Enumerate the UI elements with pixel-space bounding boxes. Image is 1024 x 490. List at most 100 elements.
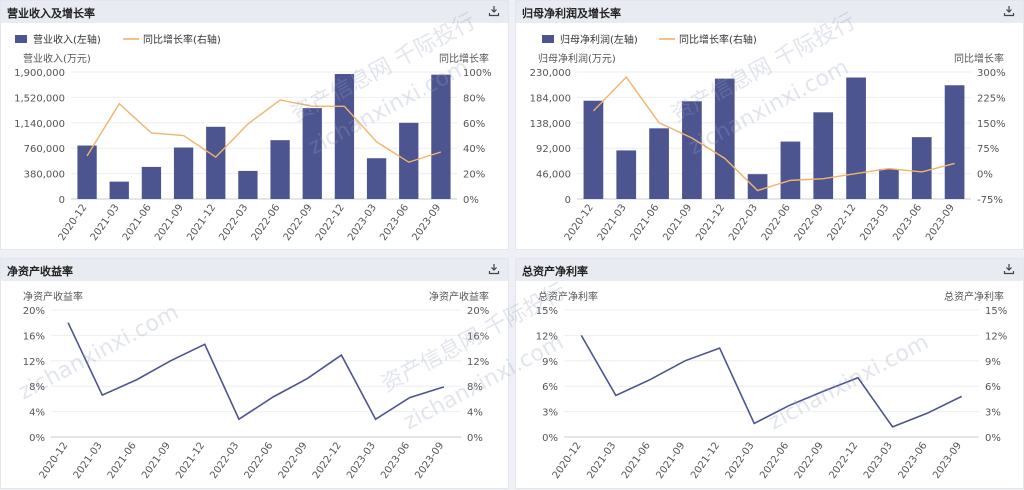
x-tick-label: 2021-03 — [585, 440, 618, 481]
y-tick-label-left: 184,000 — [530, 93, 571, 104]
revenue-chart: 0 0% 380,000 20% 760,000 40% 1,140,000 60% 1,520… — [14, 33, 492, 243]
bar — [109, 181, 129, 199]
y-axis-title-left: 总资产净利率 — [538, 290, 598, 303]
bar — [270, 140, 290, 199]
y-axis-title-left: 归母净利润(万元) — [538, 52, 616, 65]
y-axis-title-left: 净资产收益率 — [23, 290, 83, 303]
download-icon[interactable] — [1003, 5, 1015, 17]
bar — [879, 169, 899, 199]
y-tick-label-right: 40% — [463, 144, 485, 155]
y-axis-title-right: 净资产收益率 — [429, 290, 489, 303]
legend-label: 营业收入(左轴) — [33, 33, 101, 46]
y-tick-label-left: 0% — [542, 433, 558, 444]
y-tick-label-right: 8% — [467, 382, 483, 393]
y-tick-label-right: 3% — [985, 408, 1001, 419]
y-tick-label-right: -75% — [977, 195, 1003, 206]
x-tick-label: 2021-12 — [689, 440, 722, 481]
y-tick-label-right: 0% — [467, 433, 483, 444]
bar — [682, 101, 702, 199]
x-tick-label: 2021-06 — [629, 202, 662, 243]
bar — [649, 128, 669, 199]
legend-label: 同比增长率(右轴) — [679, 33, 757, 46]
x-tick-label: 2023-03 — [345, 440, 378, 481]
series-line — [592, 75, 955, 192]
x-tick-label: 2023-03 — [346, 202, 379, 243]
y-tick-label-right: 0% — [985, 433, 1001, 444]
bar — [714, 78, 735, 199]
y-tick-label-left: 0% — [29, 433, 45, 444]
panel-title: 归母净利润及增长率 — [522, 7, 621, 20]
x-tick-label: 2022-06 — [760, 202, 793, 243]
y-tick-label-left: 12% — [536, 331, 558, 342]
series-line — [67, 322, 445, 421]
x-tick-label: 2023-03 — [862, 440, 895, 481]
panel-title: 营业收入及增长率 — [7, 7, 95, 20]
x-tick-label: 2022-09 — [282, 202, 315, 243]
y-tick-label-right: 12% — [985, 331, 1007, 342]
net-profit-chart: 0 -75% 46,000 0% 92,000 75% 138,000 150% 184,000… — [530, 33, 1006, 243]
roa-chart: 0% 0% 3% 3% 6% 6% 9% 9% 12% 12% 15% 15% 总资产净利率 总资产净利率… — [536, 290, 1007, 481]
legend-label: 归母净利润(左轴) — [560, 33, 638, 46]
bar — [911, 137, 932, 199]
series-line — [580, 335, 963, 428]
y-tick-label-right: 20% — [463, 170, 485, 181]
bar — [583, 100, 604, 199]
bar — [944, 85, 965, 199]
x-tick-label: 2022-03 — [208, 440, 241, 481]
y-axis-title-left: 营业收入(万元) — [23, 52, 91, 65]
x-tick-label: 2023-06 — [378, 202, 411, 243]
download-icon[interactable] — [488, 263, 500, 275]
bar — [334, 74, 355, 199]
x-tick-label: 2022-06 — [758, 440, 791, 481]
x-tick-label: 2021-09 — [140, 440, 173, 481]
bar — [302, 108, 322, 199]
x-tick-label: 2021-12 — [174, 440, 207, 481]
y-tick-label-right: 20% — [467, 306, 489, 317]
bar — [431, 74, 451, 199]
y-tick-label-right: 100% — [463, 68, 492, 79]
y-tick-label-right: 6% — [985, 382, 1001, 393]
x-tick-label: 2022-12 — [311, 440, 344, 481]
x-tick-label: 2023-09 — [924, 202, 957, 243]
net-profit-panel: 归母净利润及增长率 0 -75% 46,000 0% 92,000 75% 138,000 1… — [515, 0, 1024, 250]
bar — [747, 174, 768, 199]
panel-title: 净资产收益率 — [7, 265, 73, 278]
y-tick-label-right: 16% — [467, 331, 489, 342]
panel-header: 归母净利润及增长率 — [516, 1, 1023, 23]
y-tick-label-left: 1,520,000 — [14, 93, 65, 104]
y-tick-label-left: 760,000 — [24, 144, 65, 155]
y-tick-label-right: 0% — [463, 195, 479, 206]
y-axis-title-right: 同比增长率 — [439, 52, 489, 65]
y-tick-label-left: 8% — [29, 382, 45, 393]
bar — [399, 122, 419, 199]
y-tick-label-right: 300% — [977, 68, 1006, 79]
roe-chart: 0% 0% 4% 4% 8% 8% 12% 12% 16% 16% 20% 20% 净资产收益率 净资产收… — [23, 290, 489, 481]
y-tick-label-left: 1,900,000 — [14, 68, 65, 79]
y-tick-label-right: 4% — [467, 408, 483, 419]
x-tick-label: 2023-03 — [858, 202, 891, 243]
x-tick-label: 2023-06 — [891, 202, 924, 243]
x-tick-label: 2021-06 — [121, 202, 154, 243]
bar — [173, 147, 194, 199]
series-line — [86, 99, 442, 163]
bar — [206, 126, 226, 199]
x-tick-label: 2020-12 — [563, 202, 596, 243]
y-tick-label-left: 1,140,000 — [14, 119, 65, 130]
y-tick-label-left: 20% — [23, 306, 45, 317]
y-tick-label-left: 3% — [542, 408, 558, 419]
x-tick-label: 2021-03 — [72, 440, 105, 481]
y-tick-label-right: 150% — [977, 119, 1006, 130]
download-icon[interactable] — [488, 5, 500, 17]
x-tick-label: 2021-09 — [655, 440, 688, 481]
x-tick-label: 2022-09 — [793, 202, 826, 243]
download-icon[interactable] — [1003, 263, 1015, 275]
bar — [780, 141, 801, 199]
bar — [813, 112, 834, 199]
panel-header: 营业收入及增长率 — [1, 1, 508, 23]
y-axis-title-right: 总资产净利率 — [944, 290, 1004, 303]
y-tick-label-left: 380,000 — [24, 170, 65, 181]
x-tick-label: 2022-06 — [243, 440, 276, 481]
x-tick-label: 2020-12 — [38, 440, 71, 481]
x-tick-label: 2022-12 — [314, 202, 347, 243]
x-tick-label: 2022-03 — [727, 202, 760, 243]
